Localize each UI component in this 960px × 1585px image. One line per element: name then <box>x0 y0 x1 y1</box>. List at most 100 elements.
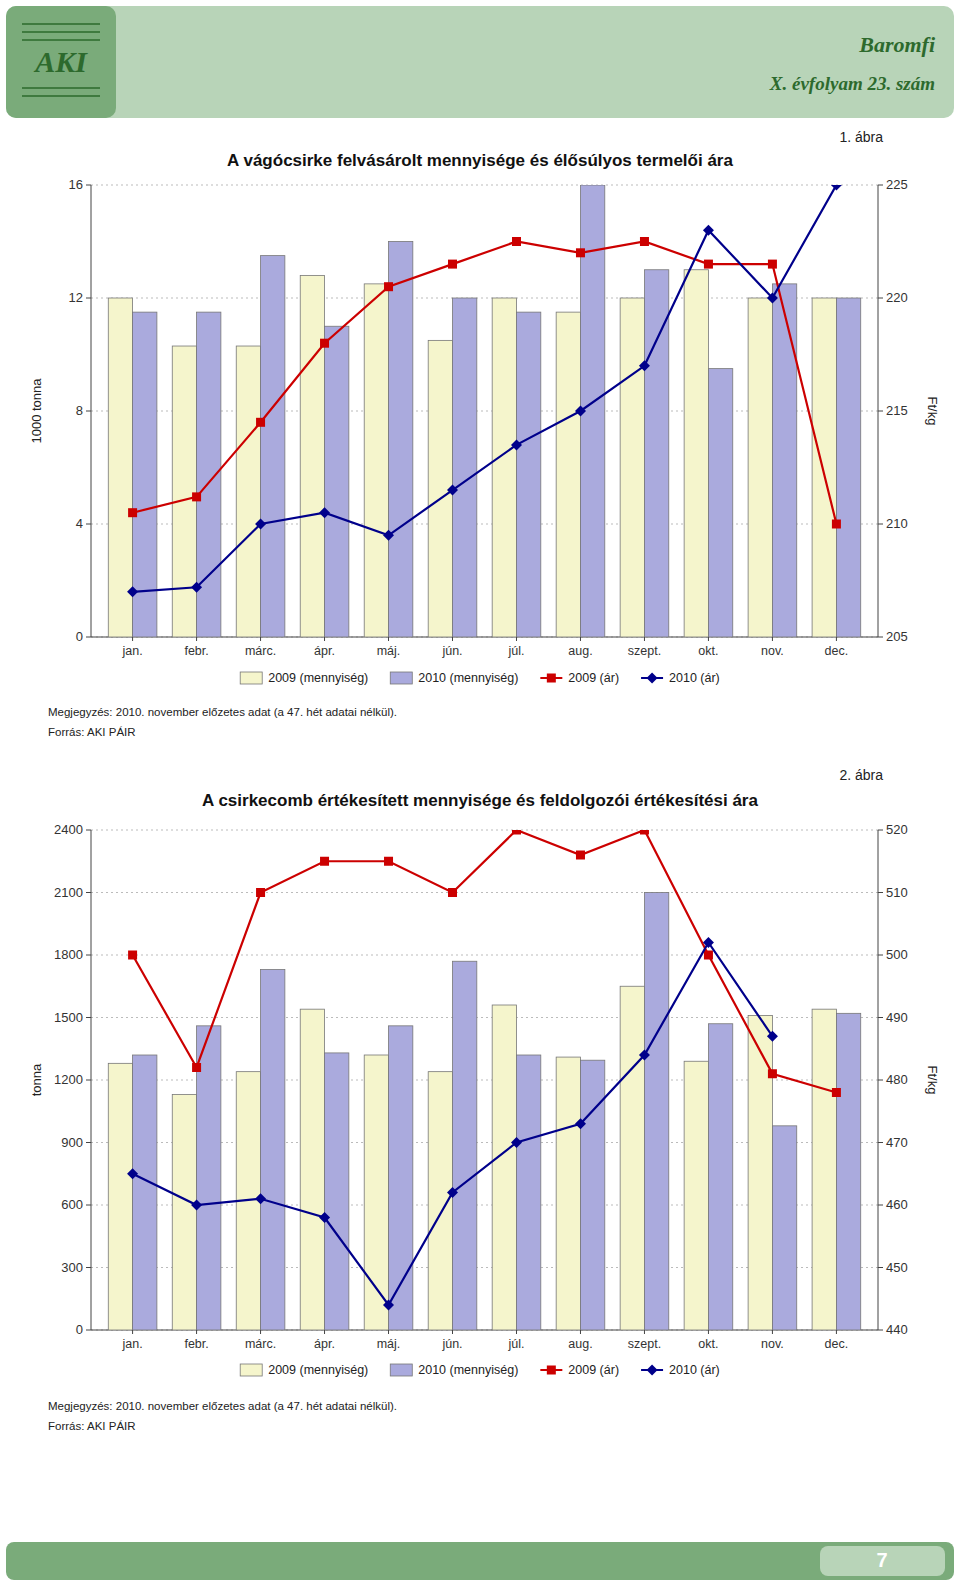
y2-tick-label: 225 <box>886 177 908 192</box>
bar <box>644 270 668 637</box>
y-tick-label: 2100 <box>54 885 83 900</box>
y2-tick <box>878 1205 883 1206</box>
x-tick-label: aug. <box>568 644 592 658</box>
marker <box>704 951 713 960</box>
y2-axis-label: Ft/kg <box>925 397 940 426</box>
y-tick <box>86 411 91 412</box>
bar <box>836 298 860 637</box>
y-tick <box>86 1330 91 1331</box>
y2-tick <box>878 1017 883 1018</box>
y-tick <box>86 1267 91 1268</box>
y2-tick-label: 490 <box>886 1010 908 1025</box>
bar <box>772 1126 796 1330</box>
marker <box>767 1031 778 1042</box>
header-logo-line <box>22 95 100 97</box>
marker <box>319 507 330 518</box>
y2-tick-label: 520 <box>886 822 908 837</box>
legend: 2009 (mennyiség)2010 (mennyiség)2009 (ár… <box>240 671 720 685</box>
marker <box>640 237 649 246</box>
x-tick-label: jan. <box>122 644 143 658</box>
y2-tick <box>878 524 883 525</box>
x-tick <box>580 637 581 641</box>
y-tick-label: 600 <box>61 1197 83 1212</box>
bar <box>748 1015 772 1330</box>
bar <box>108 1063 132 1330</box>
line <box>133 242 837 525</box>
x-tick <box>644 1330 645 1334</box>
x-tick-label: jún. <box>441 1337 462 1351</box>
legend-swatch <box>390 672 412 684</box>
marker <box>255 1193 266 1204</box>
footer-pill <box>820 1546 945 1576</box>
x-tick-label: szept. <box>628 644 661 658</box>
legend-item: 2010 (ár) <box>641 671 720 685</box>
y2-tick-label: 210 <box>886 516 908 531</box>
y-tick-label: 2400 <box>54 822 83 837</box>
header: AKIBaromfiX. évfolyam 23. szám <box>6 6 954 118</box>
page-number: 7 <box>876 1549 887 1571</box>
x-tick-label: febr. <box>184 644 208 658</box>
bar <box>516 312 540 637</box>
marker <box>128 951 137 960</box>
header-band <box>6 6 954 118</box>
x-tick-label: nov. <box>761 644 784 658</box>
y2-tick-label: 510 <box>886 885 908 900</box>
marker <box>192 1063 201 1072</box>
bar <box>684 1061 708 1330</box>
page: AKIBaromfiX. évfolyam 23. szám 7 1. ábraA … <box>0 0 960 1585</box>
legend-label: 2009 (mennyiség) <box>268 1363 368 1377</box>
legend-swatch <box>390 1364 412 1376</box>
bar <box>708 369 732 637</box>
x-tick <box>196 637 197 641</box>
x-tick-label: aug. <box>568 1337 592 1351</box>
legend-item: 2009 (ár) <box>540 1363 619 1377</box>
page-background <box>0 0 960 1585</box>
y2-tick <box>878 1142 883 1143</box>
legend: 2009 (mennyiség)2010 (mennyiség)2009 (ár… <box>240 1363 720 1377</box>
y-tick-label: 0 <box>76 629 83 644</box>
x-tick <box>516 637 517 641</box>
legend-marker <box>547 674 556 683</box>
y-tick <box>86 892 91 893</box>
y-tick-label: 16 <box>69 177 83 192</box>
y2-tick <box>878 637 883 638</box>
y-tick <box>86 1017 91 1018</box>
legend-label: 2010 (mennyiség) <box>418 671 518 685</box>
legend-marker <box>647 1365 658 1376</box>
legend-marker <box>647 673 658 684</box>
header-logo-line <box>22 31 100 33</box>
y2-tick <box>878 1267 883 1268</box>
x-tick-label: ápr. <box>314 644 335 658</box>
x-tick <box>772 637 773 641</box>
marker <box>704 260 713 269</box>
bar <box>772 284 796 637</box>
x-tick-label: júl. <box>507 1337 524 1351</box>
legend-item: 2009 (mennyiség) <box>240 671 368 685</box>
bar <box>172 1095 196 1330</box>
bar <box>836 1013 860 1330</box>
marker <box>384 857 393 866</box>
chart: 1. ábraA vágócsirke felvásárolt mennyisé… <box>29 129 940 738</box>
y2-tick-label: 500 <box>886 947 908 962</box>
marker <box>319 1212 330 1223</box>
bar <box>133 312 157 637</box>
legend-label: 2009 (mennyiség) <box>268 671 368 685</box>
y-axis-line <box>91 185 92 637</box>
legend-label: 2010 (ár) <box>669 671 720 685</box>
x-tick <box>324 1330 325 1334</box>
y-tick-label: 300 <box>61 1260 83 1275</box>
header-logo-text: AKI <box>33 45 88 78</box>
x-tick-label: okt. <box>698 1337 718 1351</box>
marker <box>640 830 649 835</box>
bar <box>300 275 324 637</box>
y2-tick-label: 480 <box>886 1072 908 1087</box>
y-tick <box>86 298 91 299</box>
x-tick-label: dec. <box>825 1337 849 1351</box>
footer-band <box>6 1542 954 1580</box>
source: Forrás: AKI PÁIR <box>48 1420 136 1432</box>
bar <box>492 298 516 637</box>
marker <box>576 851 585 860</box>
marker <box>832 1088 841 1097</box>
header-logo-line <box>22 87 100 89</box>
x-tick <box>644 637 645 641</box>
